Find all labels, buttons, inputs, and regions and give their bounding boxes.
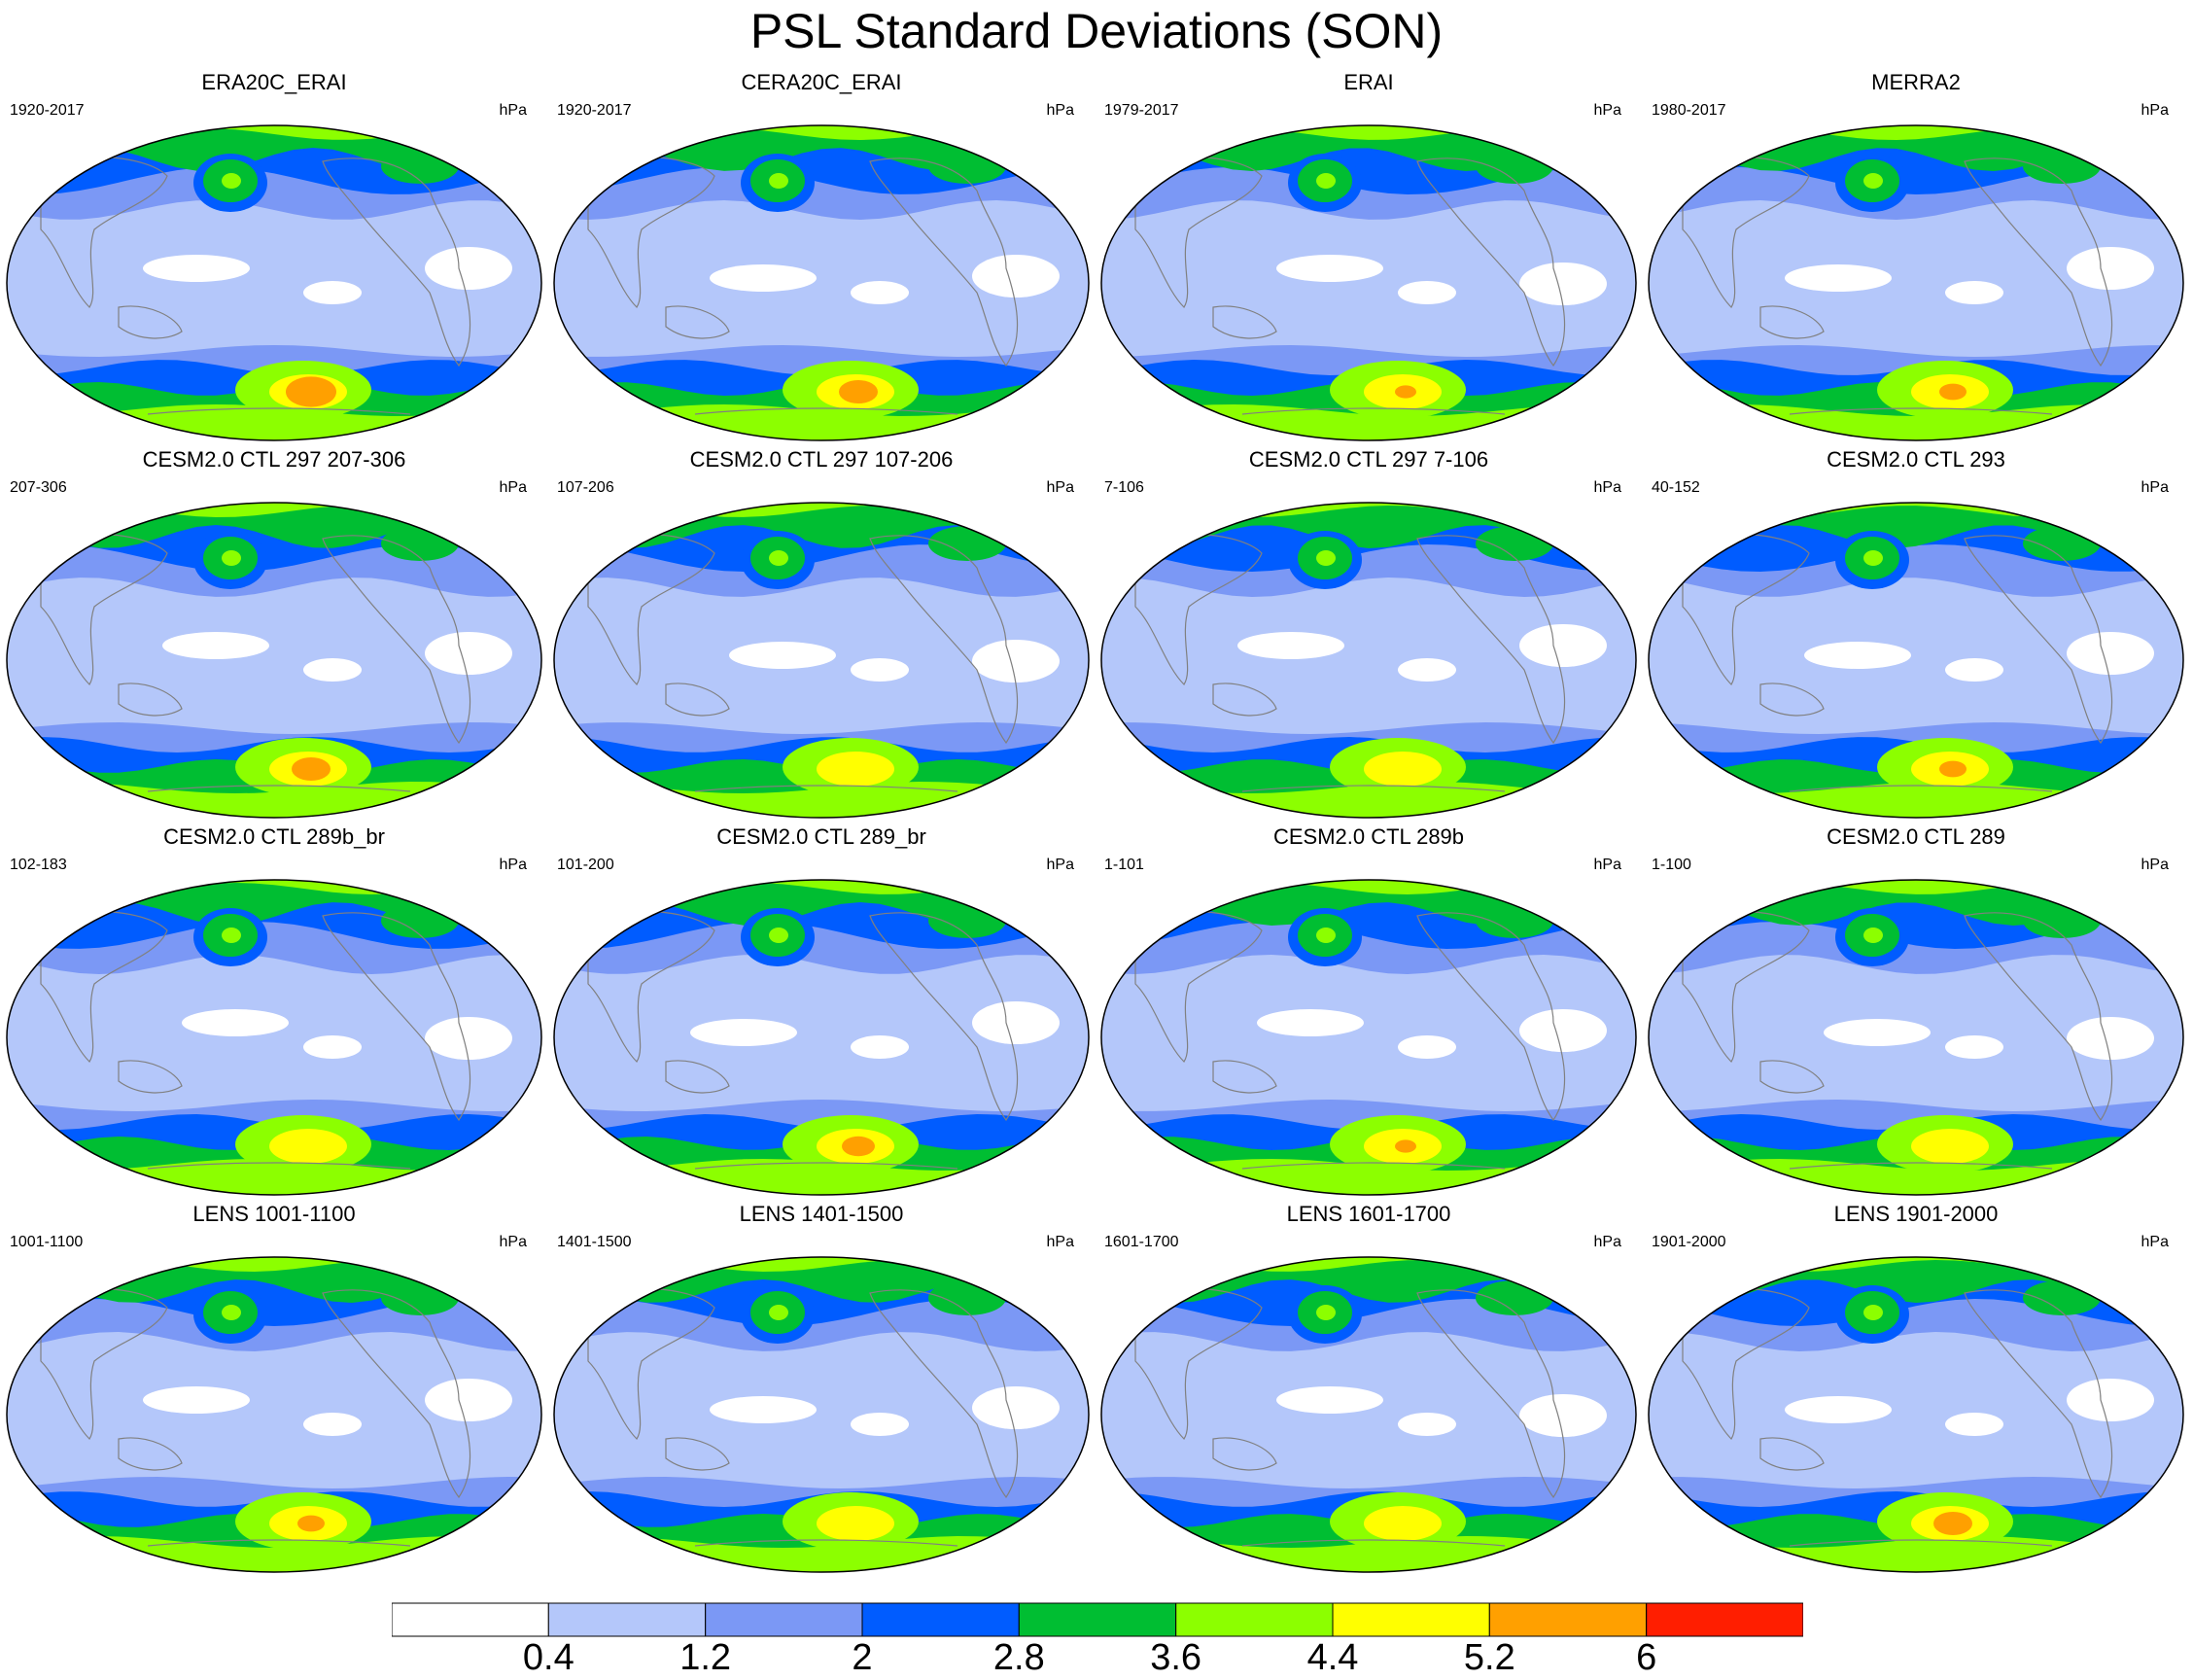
map-panel: CESM2.0 CTL 289b 1-101 hPa: [1096, 824, 1641, 1196]
panel-units: hPa: [1046, 857, 1074, 873]
map: [1100, 124, 1637, 441]
map-panel: CESM2.0 CTL 293 40-152 hPa: [1644, 447, 2188, 819]
map: [553, 879, 1090, 1196]
map: [553, 1256, 1090, 1573]
map-panel: CESM2.0 CTL 297 107-206 107-206 hPa: [549, 447, 1094, 819]
map-panel: CESM2.0 CTL 289_br 101-200 hPa: [549, 824, 1094, 1196]
panel-units: hPa: [499, 102, 527, 119]
panel-years: 107-206: [557, 479, 614, 496]
panel-title: CESM2.0 CTL 297 7-106: [1248, 447, 1489, 472]
panel-years: 1920-2017: [557, 102, 632, 119]
panel-years: 1980-2017: [1652, 102, 1726, 119]
map: [1100, 502, 1637, 819]
colorbar-swatch: [861, 1602, 1020, 1637]
panel-years: 7-106: [1104, 479, 1144, 496]
colorbar-swatch: [392, 1602, 549, 1637]
map-panel: CESM2.0 CTL 289b_br 102-183 hPa: [2, 824, 546, 1196]
panel-units: hPa: [2141, 479, 2169, 496]
panel-title: CESM2.0 CTL 289_br: [716, 824, 926, 849]
panel-title: CESM2.0 CTL 289b: [1272, 824, 1465, 849]
panel-title: LENS 1601-1700: [1286, 1202, 1451, 1226]
panel-units: hPa: [499, 479, 527, 496]
map: [1100, 879, 1637, 1196]
panel-years: 1-101: [1104, 857, 1144, 873]
panel-units: hPa: [2141, 1234, 2169, 1250]
panel-years: 40-152: [1652, 479, 1700, 496]
panel-units: hPa: [1593, 102, 1621, 119]
colorbar: [392, 1602, 1803, 1637]
panel-title: CESM2.0 CTL 293: [1827, 447, 2005, 472]
panel-years: 207-306: [10, 479, 67, 496]
panel-title: CERA20C_ERAI: [741, 70, 902, 94]
panel-title: MERRA2: [1871, 70, 1961, 94]
map-panel: LENS 1901-2000 1901-2000 hPa: [1644, 1202, 2188, 1573]
panel-years: 1979-2017: [1104, 102, 1179, 119]
colorbar-tick-label: 0.4: [522, 1637, 574, 1678]
map-panel: CESM2.0 CTL 297 7-106 7-106 hPa: [1096, 447, 1641, 819]
map: [1648, 1256, 2184, 1573]
panel-units: hPa: [499, 857, 527, 873]
panel-units: hPa: [1046, 479, 1074, 496]
panel-units: hPa: [1046, 1234, 1074, 1250]
colorbar-swatch: [1488, 1602, 1648, 1637]
panel-title: ERA20C_ERAI: [201, 70, 347, 94]
colorbar-tick-label: 4.4: [1306, 1637, 1359, 1678]
map: [1648, 502, 2184, 819]
colorbar-tick-label: 3.6: [1150, 1637, 1202, 1678]
map: [6, 1256, 542, 1573]
colorbar-swatch: [547, 1602, 707, 1637]
colorbar-swatch: [1332, 1602, 1490, 1637]
panel-years: 102-183: [10, 857, 67, 873]
panel-units: hPa: [2141, 857, 2169, 873]
panel-units: hPa: [2141, 102, 2169, 119]
colorbar-tick-label: 6: [1636, 1637, 1657, 1678]
map-panel: LENS 1601-1700 1601-1700 hPa: [1096, 1202, 1641, 1573]
colorbar-tick-label: 1.2: [679, 1637, 732, 1678]
panel-units: hPa: [1593, 1234, 1621, 1250]
map: [1100, 1256, 1637, 1573]
map-panel: LENS 1401-1500 1401-1500 hPa: [549, 1202, 1094, 1573]
panel-title: CESM2.0 CTL 297 107-206: [689, 447, 954, 472]
colorbar-tick-label: 2: [852, 1637, 873, 1678]
map-panel: ERAI 1979-2017 hPa: [1096, 70, 1641, 441]
colorbar-swatch: [705, 1602, 863, 1637]
map-panel: CERA20C_ERAI 1920-2017 hPa: [549, 70, 1094, 441]
panel-title: LENS 1001-1100: [192, 1202, 356, 1226]
panel-years: 1401-1500: [557, 1234, 632, 1250]
panel-years: 101-200: [557, 857, 614, 873]
panel-title: LENS 1401-1500: [739, 1202, 904, 1226]
colorbar-swatch: [1018, 1602, 1177, 1637]
panel-units: hPa: [1593, 479, 1621, 496]
colorbar-swatch: [1646, 1602, 1803, 1637]
panel-title: CESM2.0 CTL 297 207-306: [142, 447, 406, 472]
panel-years: 1920-2017: [10, 102, 85, 119]
panel-title: CESM2.0 CTL 289b_br: [163, 824, 385, 849]
panel-years: 1001-1100: [10, 1234, 84, 1250]
colorbar-swatch: [1175, 1602, 1334, 1637]
map-panel: LENS 1001-1100 1001-1100 hPa: [2, 1202, 546, 1573]
panel-units: hPa: [1593, 857, 1621, 873]
map-panel: ERA20C_ERAI 1920-2017 hPa: [2, 70, 546, 441]
map: [6, 502, 542, 819]
panel-years: 1-100: [1652, 857, 1691, 873]
map-panel: CESM2.0 CTL 289 1-100 hPa: [1644, 824, 2188, 1196]
panel-years: 1601-1700: [1104, 1234, 1179, 1250]
map: [6, 879, 542, 1196]
colorbar-tick-label: 5.2: [1463, 1637, 1515, 1678]
panel-title: ERAI: [1343, 70, 1394, 94]
panel-title: LENS 1901-2000: [1833, 1202, 1999, 1226]
map: [1648, 124, 2184, 441]
panel-years: 1901-2000: [1652, 1234, 1726, 1250]
figure-title: PSL Standard Deviations (SON): [749, 4, 1444, 58]
panel-units: hPa: [1046, 102, 1074, 119]
map: [1648, 879, 2184, 1196]
map-panel: CESM2.0 CTL 297 207-306 207-306 hPa: [2, 447, 546, 819]
colorbar-tick-label: 2.8: [992, 1637, 1045, 1678]
panel-units: hPa: [499, 1234, 527, 1250]
map: [553, 502, 1090, 819]
map-panel: MERRA2 1980-2017 hPa: [1644, 70, 2188, 441]
map: [553, 124, 1090, 441]
map: [6, 124, 542, 441]
panel-title: CESM2.0 CTL 289: [1827, 824, 2005, 849]
